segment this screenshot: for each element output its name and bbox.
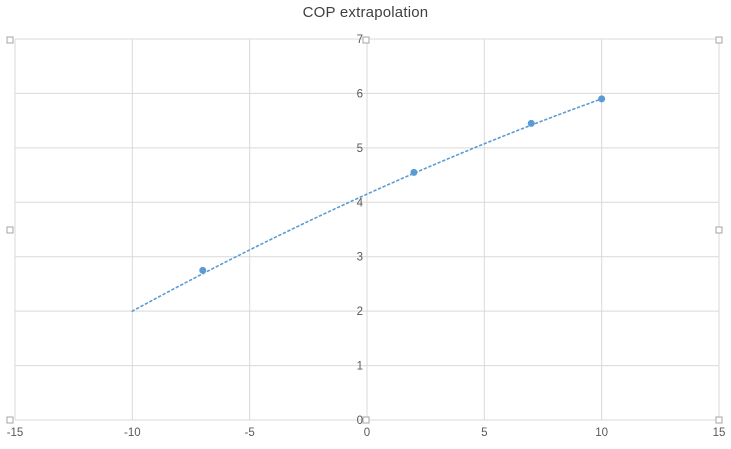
resize-handle-bottom-center[interactable] xyxy=(362,416,370,424)
resize-handle-top-left[interactable] xyxy=(6,36,14,44)
x-tick-label: 5 xyxy=(481,427,487,439)
y-tick-label: 3 xyxy=(357,252,363,264)
x-tick-label: -10 xyxy=(124,427,141,439)
resize-handle-bottom-right[interactable] xyxy=(715,416,723,424)
y-tick-label: 4 xyxy=(357,197,364,209)
x-tick-label: -15 xyxy=(7,427,24,439)
resize-handle-middle-left[interactable] xyxy=(6,226,14,234)
chart-title[interactable]: COP extrapolation xyxy=(302,4,429,21)
data-point[interactable] xyxy=(199,266,207,274)
data-point[interactable] xyxy=(527,119,535,127)
resize-handle-middle-right[interactable] xyxy=(715,226,723,234)
y-tick-label: 7 xyxy=(357,34,363,46)
data-point[interactable] xyxy=(410,168,418,176)
x-tick-label: -5 xyxy=(245,427,255,439)
y-tick-label: 1 xyxy=(357,361,363,373)
resize-handle-top-center[interactable] xyxy=(362,36,370,44)
y-tick-label: 6 xyxy=(357,88,363,100)
x-tick-label: 0 xyxy=(364,427,370,439)
y-tick-label: 0 xyxy=(357,415,363,427)
y-tick-label: 2 xyxy=(357,306,363,318)
resize-handle-top-right[interactable] xyxy=(715,36,723,44)
x-tick-label: 10 xyxy=(595,427,608,439)
data-point[interactable] xyxy=(598,95,606,103)
y-tick-label: 5 xyxy=(357,143,363,155)
trendline[interactable] xyxy=(131,98,603,312)
x-tick-label: 15 xyxy=(713,427,726,439)
resize-handle-bottom-left[interactable] xyxy=(6,416,14,424)
